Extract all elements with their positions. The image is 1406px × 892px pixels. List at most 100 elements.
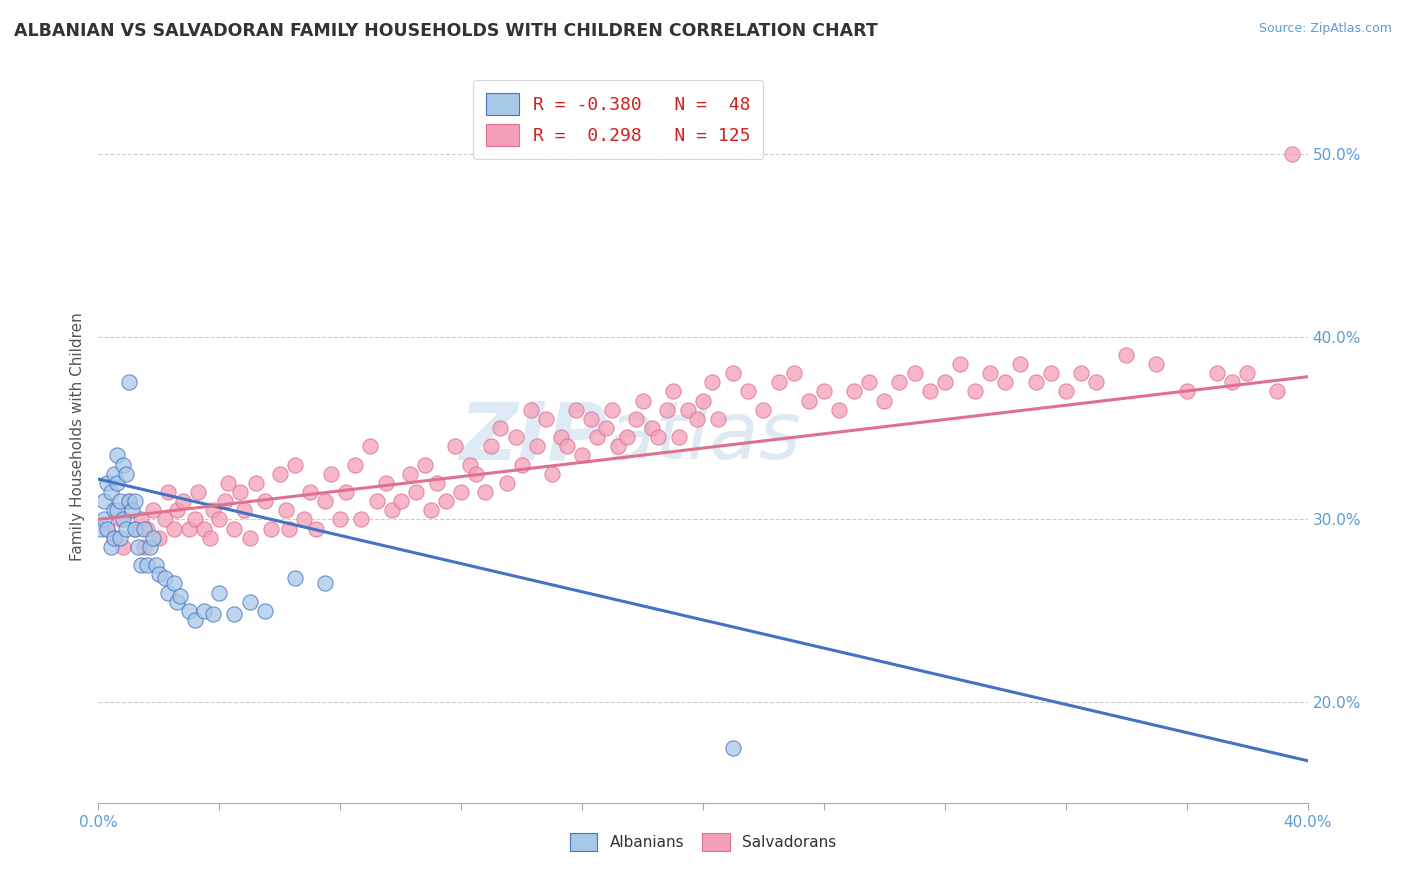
Point (595, 421, 617, 435)
Point (1236, 366, 1258, 380)
Legend: Albanians, Salvadorans: Albanians, Salvadorans (564, 827, 842, 857)
Point (142, 503, 165, 517)
Point (1039, 366, 1062, 380)
Point (540, 467, 562, 481)
Text: ZIP: ZIP (458, 398, 606, 476)
Point (229, 485, 252, 500)
Point (889, 375, 911, 389)
Point (904, 366, 927, 380)
Point (103, 531, 125, 545)
Point (224, 607, 246, 622)
Point (103, 467, 125, 481)
Point (111, 458, 134, 472)
Point (239, 594, 262, 608)
Point (344, 458, 367, 472)
Point (686, 412, 709, 426)
Point (145, 558, 167, 573)
Point (519, 402, 541, 417)
Point (202, 503, 225, 517)
Point (111, 540, 134, 554)
Point (239, 531, 262, 545)
Point (321, 467, 343, 481)
Point (93, 494, 115, 508)
Point (96, 521, 118, 535)
Point (114, 521, 136, 535)
Point (420, 503, 443, 517)
Point (465, 467, 488, 481)
Point (105, 503, 128, 517)
Point (631, 393, 654, 408)
Point (434, 494, 457, 508)
Point (1144, 357, 1167, 371)
Point (489, 421, 512, 435)
Point (949, 357, 972, 371)
Point (156, 585, 179, 599)
Point (292, 512, 315, 526)
Point (723, 366, 745, 380)
Point (1070, 366, 1092, 380)
Point (90, 521, 112, 535)
Point (108, 512, 131, 526)
Point (118, 375, 141, 389)
Point (655, 402, 678, 417)
Point (284, 458, 307, 472)
Point (202, 607, 225, 622)
Point (647, 430, 669, 444)
Point (458, 458, 481, 472)
Point (844, 384, 866, 399)
Point (139, 540, 162, 554)
Point (813, 384, 835, 399)
Point (873, 393, 896, 408)
Point (398, 467, 420, 481)
Point (797, 393, 820, 408)
Point (607, 439, 630, 453)
Point (329, 512, 352, 526)
Point (114, 467, 136, 481)
Point (100, 540, 122, 554)
Point (495, 475, 517, 490)
Point (555, 439, 578, 453)
Point (534, 412, 557, 426)
Point (1220, 375, 1243, 389)
Point (640, 421, 662, 435)
Point (1010, 357, 1032, 371)
Point (752, 402, 775, 417)
Point (124, 521, 146, 535)
Point (132, 521, 155, 535)
Point (156, 485, 179, 500)
Point (360, 439, 382, 453)
Point (118, 494, 141, 508)
Point (979, 366, 1001, 380)
Point (166, 503, 188, 517)
Point (253, 604, 276, 618)
Point (565, 402, 588, 417)
Point (108, 531, 131, 545)
Point (260, 521, 283, 535)
Point (153, 512, 176, 526)
Point (127, 540, 149, 554)
Point (994, 375, 1017, 389)
Point (169, 589, 191, 603)
Point (1267, 384, 1289, 399)
Point (405, 485, 427, 500)
Point (274, 503, 297, 517)
Point (187, 485, 209, 500)
Point (163, 521, 186, 535)
Point (217, 475, 239, 490)
Point (193, 521, 215, 535)
Point (93, 512, 115, 526)
Point (626, 412, 648, 426)
Point (103, 503, 125, 517)
Point (184, 613, 207, 627)
Point (132, 540, 155, 554)
Point (526, 439, 548, 453)
Point (934, 375, 956, 389)
Point (444, 439, 467, 453)
Point (1085, 375, 1108, 389)
Point (284, 571, 307, 585)
Point (381, 503, 404, 517)
Point (783, 366, 806, 380)
Point (232, 503, 254, 517)
Point (224, 521, 246, 535)
Point (172, 494, 194, 508)
